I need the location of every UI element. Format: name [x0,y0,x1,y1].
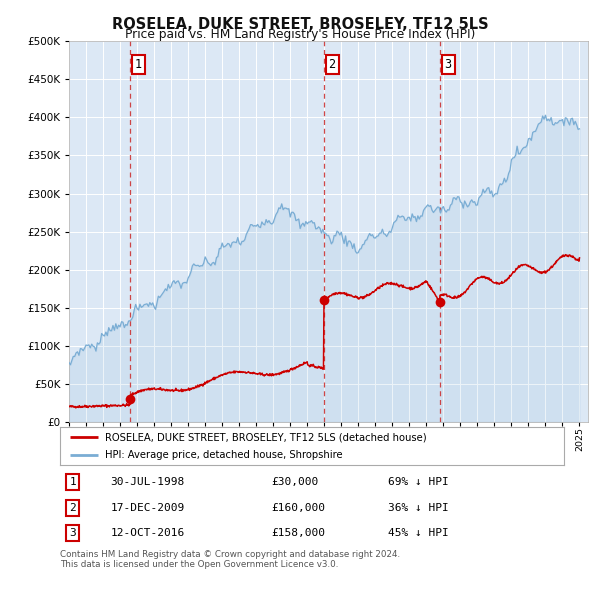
Text: HPI: Average price, detached house, Shropshire: HPI: Average price, detached house, Shro… [106,450,343,460]
Text: ROSELEA, DUKE STREET, BROSELEY, TF12 5LS (detached house): ROSELEA, DUKE STREET, BROSELEY, TF12 5LS… [106,432,427,442]
Text: 45% ↓ HPI: 45% ↓ HPI [388,528,448,538]
Text: 2: 2 [69,503,76,513]
Text: 69% ↓ HPI: 69% ↓ HPI [388,477,448,487]
Text: £30,000: £30,000 [272,477,319,487]
Text: 3: 3 [445,58,452,71]
Text: 17-DEC-2009: 17-DEC-2009 [110,503,185,513]
Text: ROSELEA, DUKE STREET, BROSELEY, TF12 5LS: ROSELEA, DUKE STREET, BROSELEY, TF12 5LS [112,17,488,31]
Text: 30-JUL-1998: 30-JUL-1998 [110,477,185,487]
Text: 1: 1 [69,477,76,487]
Text: 2: 2 [329,58,335,71]
Text: 1: 1 [135,58,142,71]
Text: 12-OCT-2016: 12-OCT-2016 [110,528,185,538]
Text: Price paid vs. HM Land Registry's House Price Index (HPI): Price paid vs. HM Land Registry's House … [125,28,475,41]
Text: £160,000: £160,000 [272,503,326,513]
Text: 3: 3 [69,528,76,538]
Text: £158,000: £158,000 [272,528,326,538]
Text: Contains HM Land Registry data © Crown copyright and database right 2024.
This d: Contains HM Land Registry data © Crown c… [60,550,400,569]
Text: 36% ↓ HPI: 36% ↓ HPI [388,503,448,513]
